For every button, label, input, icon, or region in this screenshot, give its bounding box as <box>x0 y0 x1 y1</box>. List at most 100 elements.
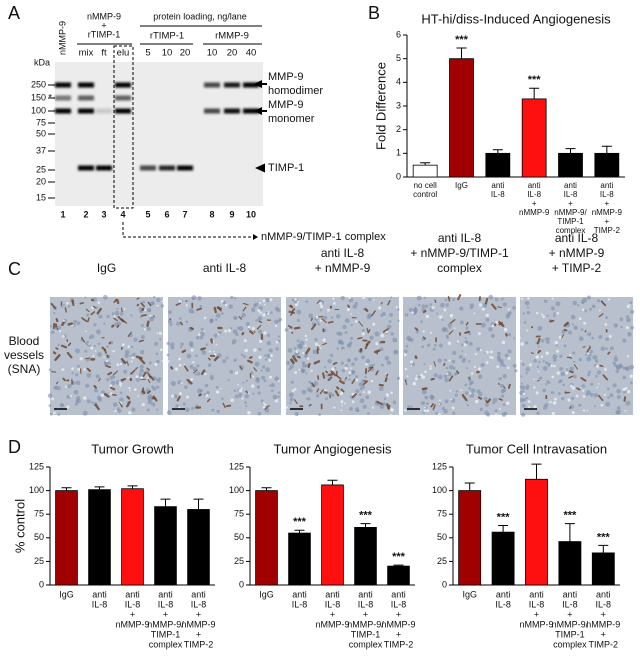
nucleus <box>91 401 94 404</box>
nucleus <box>526 306 530 309</box>
highlight <box>496 365 500 369</box>
nucleus <box>500 298 503 301</box>
nucleus <box>147 399 153 405</box>
vessel-stain <box>334 390 340 397</box>
nucleus <box>336 347 339 350</box>
nucleus <box>231 342 235 345</box>
x-tick-label: + <box>330 609 335 619</box>
vessel-stain <box>87 317 90 323</box>
nucleus <box>354 301 359 306</box>
nucleus <box>629 301 633 304</box>
nucleus <box>179 317 182 320</box>
highlight <box>51 397 55 401</box>
nucleus <box>479 407 484 412</box>
vessel-stain <box>294 399 298 405</box>
highlight <box>121 343 125 347</box>
bar <box>558 152 583 178</box>
vessel-stain <box>52 351 57 355</box>
x-tick-label: nMMP-9 <box>519 619 553 629</box>
nucleus <box>66 394 71 399</box>
vessel-stain <box>305 347 311 355</box>
nucleus <box>497 351 501 356</box>
x-tick-label: nMMP-9/ <box>347 619 384 629</box>
nucleus <box>61 305 64 309</box>
x-tick-label: IL-8 <box>596 599 612 609</box>
vessel-stain <box>386 403 390 410</box>
nucleus <box>106 378 110 382</box>
nucleus <box>588 370 591 374</box>
bar <box>121 488 144 586</box>
highlight <box>406 375 409 378</box>
nucleus <box>390 332 394 336</box>
error-bar <box>498 525 509 533</box>
nucleus <box>349 341 353 345</box>
nucleus <box>612 383 617 388</box>
y-tick-label: 0 <box>396 171 401 181</box>
marker-label: 20 <box>36 176 46 186</box>
highlight <box>224 329 228 333</box>
y-tick-label: 125 <box>29 461 44 471</box>
highlight <box>367 390 372 395</box>
highlight <box>529 363 532 367</box>
highlight <box>460 389 463 391</box>
nucleus <box>502 302 507 307</box>
nucleus <box>459 320 464 325</box>
nucleus <box>216 409 220 414</box>
x-tick-label: IgG <box>59 589 74 599</box>
highlight <box>344 366 348 370</box>
vessel-stain <box>447 296 451 302</box>
nucleus <box>241 312 246 318</box>
nucleus <box>338 340 343 345</box>
vessel-stain <box>146 390 151 395</box>
vessel-stain <box>79 302 85 305</box>
vessel-stain <box>92 305 97 309</box>
nucleus <box>600 346 606 351</box>
nucleus <box>62 303 65 306</box>
nucleus <box>287 348 293 353</box>
nucleus <box>244 394 249 399</box>
nucleus <box>188 308 194 314</box>
row-label: (SNA) <box>8 362 41 376</box>
y-tick-label: 0 <box>442 579 447 589</box>
nucleus <box>312 349 318 355</box>
nucleus <box>156 379 161 383</box>
x-tick-label: IgG <box>259 589 274 599</box>
y-axis-label: Fold Difference <box>373 62 388 150</box>
highlight <box>571 386 576 390</box>
x-tick-label: nMMP-9 <box>592 208 623 217</box>
bar <box>591 552 615 586</box>
vessel-stain <box>67 342 72 347</box>
group-label: nMMP-9 <box>87 11 121 21</box>
nucleus <box>596 299 601 303</box>
vessel-stain <box>258 320 263 324</box>
nucleus <box>215 385 219 389</box>
vessel-stain <box>293 326 301 330</box>
nucleus <box>598 334 603 339</box>
nucleus <box>488 294 494 300</box>
nucleus <box>426 343 431 347</box>
lane-label: 5 <box>145 48 150 59</box>
nucleus <box>536 411 540 415</box>
vessel-stain <box>126 400 131 408</box>
nucleus <box>301 368 306 374</box>
highlight <box>536 311 539 315</box>
vessel-stain <box>600 300 607 307</box>
highlight <box>156 304 159 307</box>
nucleus <box>189 364 194 369</box>
group-label: + <box>101 20 106 30</box>
highlight <box>333 406 336 409</box>
highlight <box>79 357 83 361</box>
nucleus <box>460 343 464 347</box>
highlight <box>135 375 139 379</box>
x-tick-label: IL-8 <box>125 599 141 609</box>
highlight <box>137 395 140 398</box>
highlight <box>215 390 220 394</box>
band-arrowhead <box>254 107 262 115</box>
highlight <box>477 332 481 336</box>
nucleus <box>494 409 498 413</box>
column-header: anti IL-8 <box>321 246 365 260</box>
significance-label: *** <box>359 510 373 522</box>
highlight <box>571 411 575 415</box>
nucleus <box>578 403 582 407</box>
nucleus <box>268 348 273 353</box>
